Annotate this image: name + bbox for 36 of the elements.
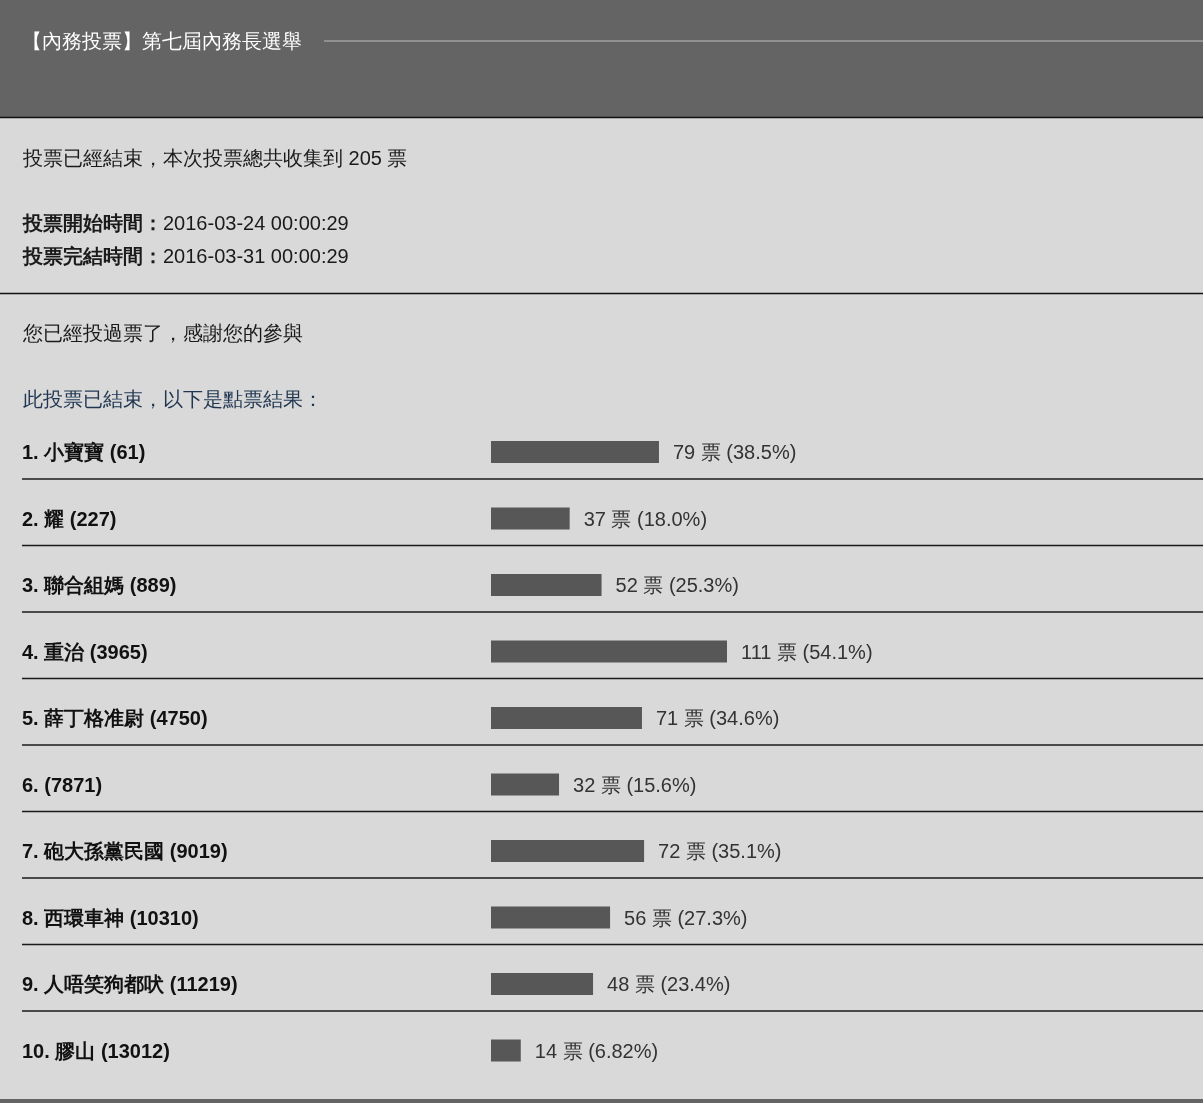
bar [491, 1039, 521, 1062]
y-tick-label: 4. 重治 (3965) [22, 640, 148, 663]
text: 【內務投票】第七屆內務長選舉 [22, 30, 302, 52]
bar [491, 973, 594, 995]
data-label: 56 票 (27.3%) [624, 906, 748, 929]
y-tick-label: 5. 薛丁格准尉 (4750) [22, 707, 208, 729]
data-label: 71 票 (34.6%) [655, 707, 780, 729]
text: 投票開始時間：2016-03-24 00:00:29 [22, 212, 349, 234]
y-tick-label: 1. 小寶寶 (61) [22, 441, 146, 463]
bar [491, 574, 602, 596]
bar [491, 441, 659, 463]
text: 您已經投過票了，感謝您的參與 [22, 322, 303, 344]
text: 投票已經結束，本次投票總共收集到 205 票 [22, 147, 408, 169]
y-tick-label: 7. 砲大孫黨民國 (9019) [22, 840, 228, 862]
data-label: 72 票 (35.1%) [658, 840, 782, 862]
bar [491, 906, 611, 929]
y-tick-label: 10. 膠山 (13012) [22, 1039, 170, 1062]
bar [491, 507, 570, 530]
data-label: 48 票 (23.4%) [607, 973, 731, 995]
y-tick-label: 9. 人唔笑狗都吠 (11219) [22, 973, 238, 995]
data-label: 111 票 (54.1%) [741, 640, 873, 663]
data-label: 79 票 (38.5%) [672, 441, 797, 463]
text: 投票完結時間：2016-03-31 00:00:29 [22, 245, 349, 267]
text: 此投票已結束，以下是點票結果： [23, 388, 323, 410]
data-label: 37 票 (18.0%) [583, 507, 708, 530]
y-tick-label: 6. (7871) [22, 773, 103, 796]
y-tick-label: 3. 聯合組媽 (889) [22, 574, 177, 596]
bar [491, 707, 642, 729]
data-label: 14 票 (6.82%) [534, 1039, 659, 1062]
y-tick-label: 2. 耀 (227) [22, 507, 117, 530]
data-label: 52 票 (25.3%) [615, 574, 739, 596]
bar [491, 640, 727, 663]
y-tick-label: 8. 西環車神 (10310) [22, 906, 199, 929]
bar [491, 773, 560, 796]
bar [491, 840, 645, 862]
data-label: 32 票 (15.6%) [573, 773, 697, 796]
